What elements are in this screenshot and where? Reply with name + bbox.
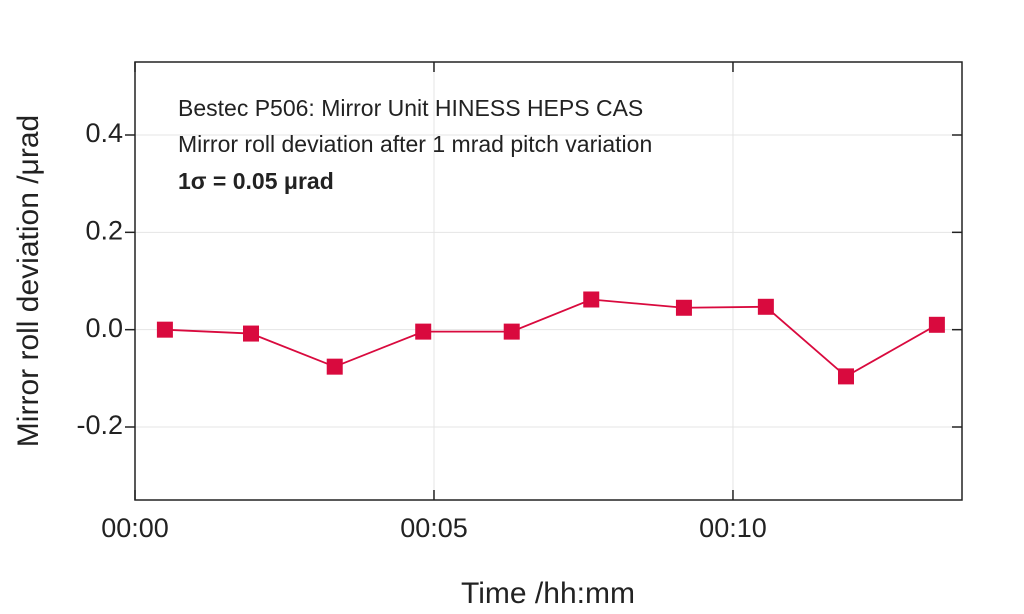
grid — [134, 62, 962, 500]
y-axis-title: Mirror roll deviation /μrad — [12, 115, 45, 447]
data-point — [326, 358, 343, 375]
annotation: 1σ = 0.05 μrad — [178, 168, 334, 194]
data-point — [675, 299, 692, 316]
x-axis-title: Time /hh:mm — [461, 577, 635, 610]
data-point — [583, 291, 600, 308]
annotation: Bestec P506: Mirror Unit HINESS HEPS CAS — [178, 95, 643, 121]
annotation: Mirror roll deviation after 1 mrad pitch… — [178, 131, 652, 157]
y-tick-label: 0.2 — [85, 215, 123, 245]
series-line — [164, 298, 938, 378]
data-point — [415, 323, 432, 340]
y-tick-label: 0.0 — [85, 313, 123, 343]
data-point — [757, 298, 774, 315]
y-tick-label: -0.2 — [76, 410, 123, 440]
plot-frame — [134, 61, 963, 501]
x-tick-label: 00:00 — [101, 513, 169, 543]
data-point — [928, 316, 945, 333]
data-point — [243, 325, 260, 342]
data-point — [503, 323, 520, 340]
data-point — [837, 368, 854, 385]
y-tick-label: 0.4 — [85, 118, 123, 148]
x-tick-label: 00:05 — [400, 513, 468, 543]
x-tick-label: 00:10 — [699, 513, 767, 543]
data-point — [156, 321, 173, 338]
